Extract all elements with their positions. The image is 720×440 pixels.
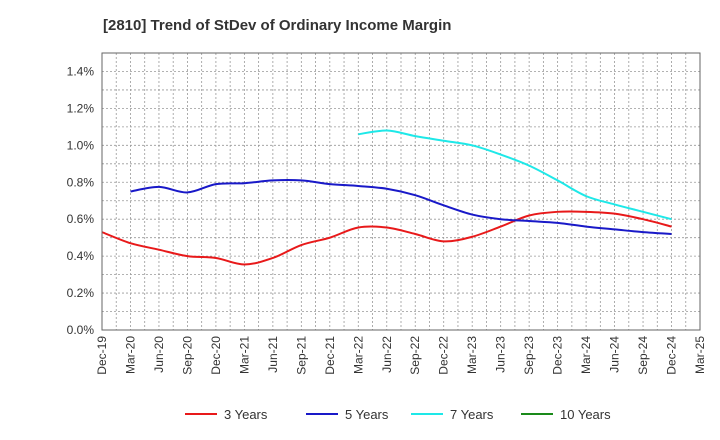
x-tick-label: Sep-24	[636, 336, 650, 375]
y-tick-label: 0.6%	[67, 212, 95, 226]
plot-frame	[101, 52, 701, 331]
x-tick-label: Mar-24	[579, 336, 593, 374]
y-axis: 0.0% 0.2% 0.4% 0.6% 0.8% 1.0% 1.2% 1.4%	[67, 64, 95, 337]
x-tick-label: Mar-25	[693, 336, 707, 374]
y-tick-label: 1.2%	[67, 101, 95, 115]
x-tick-label: Mar-20	[123, 336, 137, 374]
legend: 3 Years 5 Years 7 Years 10 Years	[185, 407, 611, 422]
plot-lines	[101, 129, 672, 266]
x-tick-label: Jun-23	[494, 336, 508, 373]
x-tick-label: Mar-21	[237, 336, 251, 374]
x-tick-label: Mar-22	[351, 336, 365, 374]
chart-title: [2810] Trend of StDev of Ordinary Income…	[103, 17, 451, 34]
series-line-1	[101, 210, 672, 266]
x-tick-label: Dec-22	[437, 336, 451, 375]
legend-label: 3 Years	[224, 407, 268, 422]
x-tick-label: Dec-21	[323, 336, 337, 375]
series-line-2	[130, 179, 672, 235]
y-tick-label: 0.2%	[67, 286, 95, 300]
x-tick-label: Sep-22	[408, 336, 422, 375]
x-tick-label: Jun-21	[266, 336, 280, 373]
x-tick-label: Jun-22	[380, 336, 394, 373]
series-line-3	[358, 129, 672, 221]
y-tick-label: 1.0%	[67, 138, 95, 152]
x-tick-label: Dec-23	[551, 336, 565, 375]
y-tick-label: 0.4%	[67, 249, 95, 263]
y-tick-label: 0.8%	[67, 175, 95, 189]
x-tick-label: Dec-20	[209, 336, 223, 375]
y-tick-label: 0.0%	[67, 323, 95, 337]
legend-label: 5 Years	[345, 407, 389, 422]
x-tick-label: Jun-20	[152, 336, 166, 373]
x-tick-label: Sep-23	[522, 336, 536, 375]
x-tick-label: Dec-24	[665, 336, 679, 375]
x-tick-label: Sep-20	[180, 336, 194, 375]
x-tick-label: Jun-24	[608, 336, 622, 373]
x-tick-label: Dec-19	[95, 336, 109, 375]
legend-label: 7 Years	[450, 407, 494, 422]
y-tick-label: 1.4%	[67, 64, 95, 78]
x-tick-label: Sep-21	[294, 336, 308, 375]
legend-label: 10 Years	[560, 407, 611, 422]
x-tick-label: Mar-23	[465, 336, 479, 374]
x-axis: Dec-19 Mar-20 Jun-20 Sep-20 Dec-20 Mar-21 Jun-…	[95, 336, 707, 375]
